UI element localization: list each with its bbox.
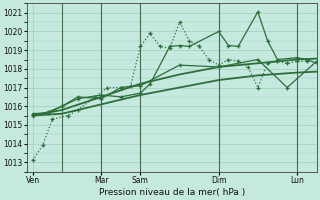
X-axis label: Pression niveau de la mer( hPa ): Pression niveau de la mer( hPa ) xyxy=(99,188,245,197)
